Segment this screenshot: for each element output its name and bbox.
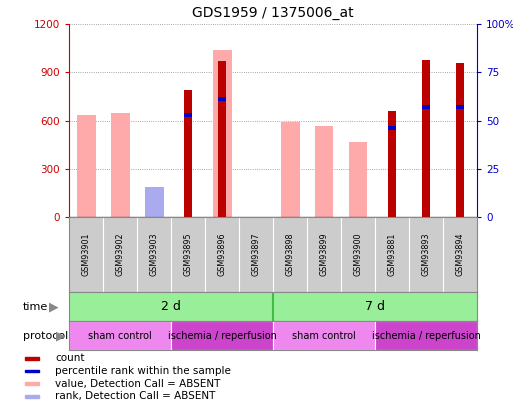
Text: GSM93881: GSM93881 bbox=[388, 233, 397, 276]
Text: ▶: ▶ bbox=[56, 329, 66, 342]
Text: GSM93901: GSM93901 bbox=[82, 233, 91, 276]
Bar bbox=[111, 113, 130, 217]
Text: GSM93903: GSM93903 bbox=[150, 233, 159, 276]
Text: percentile rank within the sample: percentile rank within the sample bbox=[55, 366, 231, 376]
Text: ischemia / reperfusion: ischemia / reperfusion bbox=[168, 331, 277, 341]
Bar bbox=[219, 61, 226, 217]
Text: sham control: sham control bbox=[88, 331, 152, 341]
Text: 7 d: 7 d bbox=[365, 300, 385, 313]
Bar bbox=[25, 357, 39, 360]
Bar bbox=[171, 321, 273, 350]
Text: GSM93897: GSM93897 bbox=[252, 233, 261, 276]
Text: GSM93893: GSM93893 bbox=[422, 233, 430, 276]
Bar bbox=[457, 105, 464, 109]
Bar bbox=[145, 187, 164, 217]
Bar bbox=[25, 395, 39, 398]
Bar bbox=[375, 321, 477, 350]
Title: GDS1959 / 1375006_at: GDS1959 / 1375006_at bbox=[192, 6, 354, 21]
Bar bbox=[349, 142, 367, 217]
Bar bbox=[145, 198, 164, 217]
Bar bbox=[69, 321, 171, 350]
Bar bbox=[388, 126, 396, 130]
Text: ischemia / reperfusion: ischemia / reperfusion bbox=[372, 331, 481, 341]
Bar bbox=[219, 97, 226, 101]
Bar bbox=[457, 63, 464, 217]
Text: value, Detection Call = ABSENT: value, Detection Call = ABSENT bbox=[55, 379, 221, 389]
Text: 2 d: 2 d bbox=[161, 300, 181, 313]
Text: GSM93900: GSM93900 bbox=[353, 233, 363, 276]
Text: GSM93894: GSM93894 bbox=[456, 233, 465, 276]
Bar bbox=[77, 115, 95, 217]
Text: time: time bbox=[23, 302, 48, 311]
Bar bbox=[185, 90, 192, 217]
Text: GSM93898: GSM93898 bbox=[286, 233, 294, 276]
Text: GSM93899: GSM93899 bbox=[320, 233, 329, 276]
Bar bbox=[25, 382, 39, 385]
Text: sham control: sham control bbox=[292, 331, 356, 341]
Text: GSM93895: GSM93895 bbox=[184, 233, 193, 276]
Bar bbox=[25, 369, 39, 372]
Bar bbox=[281, 122, 300, 217]
Text: rank, Detection Call = ABSENT: rank, Detection Call = ABSENT bbox=[55, 391, 216, 401]
Bar bbox=[422, 60, 430, 217]
Bar bbox=[315, 126, 333, 217]
Text: ▶: ▶ bbox=[49, 300, 58, 313]
Bar bbox=[273, 321, 375, 350]
Text: GSM93896: GSM93896 bbox=[218, 233, 227, 276]
Bar bbox=[388, 111, 396, 217]
Text: GSM93902: GSM93902 bbox=[116, 233, 125, 276]
Text: count: count bbox=[55, 353, 85, 363]
Text: protocol: protocol bbox=[23, 331, 68, 341]
Bar bbox=[213, 50, 231, 217]
Bar bbox=[185, 113, 192, 117]
Bar bbox=[422, 105, 430, 109]
